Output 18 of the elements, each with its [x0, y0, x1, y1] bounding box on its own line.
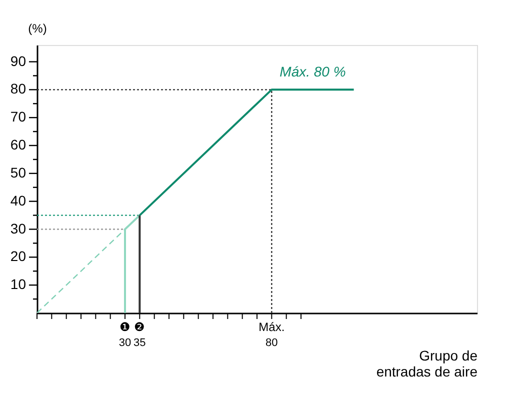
y-tick-label: 80 — [10, 80, 26, 97]
annotation: Máx. 80 % — [280, 64, 346, 80]
y-tick-label: 30 — [10, 220, 26, 236]
x-tick-label: 80 — [266, 337, 278, 349]
y-tick-label: 70 — [10, 108, 26, 125]
y-tick-label: 60 — [10, 136, 26, 152]
y-tick-label: 20 — [10, 248, 26, 264]
text: ❶ — [120, 320, 130, 334]
y-tick-label: 50 — [10, 164, 26, 180]
x-tick-label: 35 — [134, 337, 146, 349]
text: ❷ — [134, 320, 146, 334]
text: Máx. — [258, 320, 285, 334]
x-tick-label: 30 — [118, 337, 132, 349]
x-axis-title: Grupo de entradas de aire — [376, 348, 478, 380]
y-tick-label: 10 — [10, 276, 26, 292]
y-tick-label: 40 — [10, 192, 26, 208]
y-tick-label: 90 — [10, 52, 26, 69]
y-axis-title: (%) — [28, 22, 47, 36]
